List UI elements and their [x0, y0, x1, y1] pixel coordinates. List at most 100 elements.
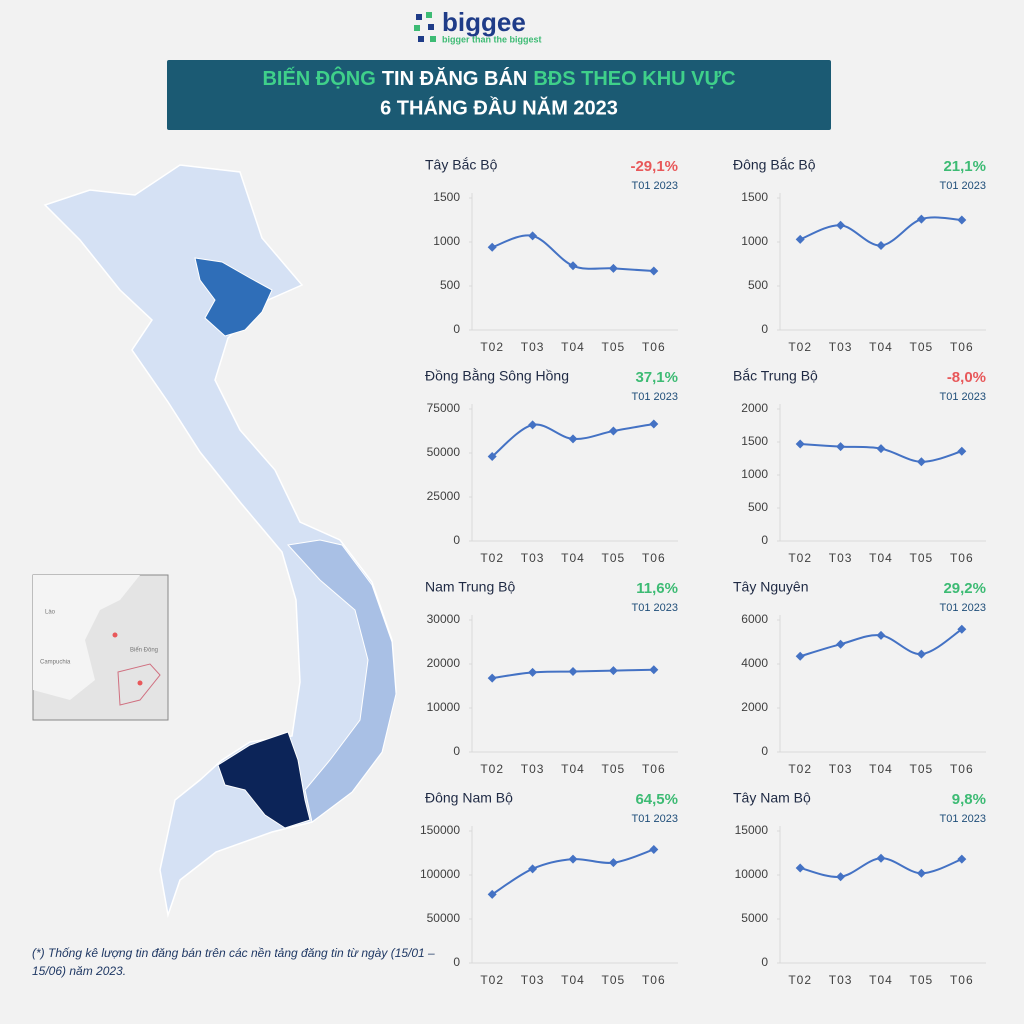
point-marker — [836, 442, 846, 452]
point-marker — [957, 446, 967, 456]
x-tick-label: T03 — [521, 551, 545, 565]
title-part: BIẾN ĐỘNG — [262, 66, 375, 90]
x-tick-label: T04 — [561, 551, 585, 565]
y-tick-label: 0 — [761, 533, 768, 547]
point-marker — [836, 872, 846, 882]
point-marker — [795, 651, 805, 661]
x-tick-label: T03 — [521, 762, 545, 776]
point-marker — [876, 444, 886, 454]
y-tick-label: 6000 — [741, 612, 768, 626]
x-tick-label: T04 — [561, 340, 585, 354]
point-marker — [876, 853, 886, 863]
logo-tagline: bigger than the biggest — [442, 34, 542, 44]
y-tick-label: 10000 — [735, 867, 769, 881]
chart-title: Nam Trung Bộ — [425, 579, 515, 595]
point-marker — [528, 864, 538, 874]
inset-map: Lào Campuchia Biển Đông — [32, 574, 169, 721]
x-tick-label: T04 — [869, 551, 893, 565]
period-label: T01 2023 — [940, 813, 986, 825]
y-tick-label: 100000 — [420, 867, 460, 881]
point-marker — [528, 231, 538, 241]
x-tick-label: T05 — [910, 973, 934, 987]
x-tick-label: T02 — [788, 973, 812, 987]
y-tick-label: 15000 — [735, 823, 769, 837]
point-marker — [568, 854, 578, 864]
x-tick-label: T02 — [788, 551, 812, 565]
point-marker — [568, 666, 578, 676]
y-tick-label: 25000 — [427, 489, 461, 503]
x-tick-label: T03 — [521, 973, 545, 987]
point-marker — [916, 457, 926, 467]
inset-label: Campuchia — [40, 660, 71, 666]
point-marker — [568, 261, 578, 271]
y-tick-label: 0 — [453, 322, 460, 336]
y-tick-label: 2000 — [741, 700, 768, 714]
y-tick-label: 1500 — [741, 190, 768, 204]
x-tick-label: T06 — [950, 762, 974, 776]
y-tick-label: 0 — [453, 533, 460, 547]
point-marker — [608, 858, 618, 868]
x-tick-label: T02 — [480, 762, 504, 776]
period-label: T01 2023 — [940, 180, 986, 192]
change-label: 21,1% — [943, 158, 986, 175]
x-tick-label: T04 — [869, 973, 893, 987]
change-label: 64,5% — [635, 791, 678, 808]
y-tick-label: 4000 — [741, 656, 768, 670]
period-label: T01 2023 — [632, 813, 678, 825]
change-label: 11,6% — [636, 580, 678, 597]
period-label: T01 2023 — [632, 391, 678, 403]
y-tick-label: 75000 — [427, 401, 461, 415]
x-tick-label: T03 — [829, 973, 853, 987]
x-tick-label: T05 — [602, 340, 626, 354]
point-marker — [795, 234, 805, 244]
change-label: -8,0% — [947, 369, 986, 386]
x-tick-label: T02 — [788, 762, 812, 776]
point-marker — [957, 624, 967, 634]
x-tick-label: T02 — [480, 340, 504, 354]
period-label: T01 2023 — [940, 391, 986, 403]
title-part: BĐS THEO KHU VỰC — [533, 68, 735, 90]
y-tick-label: 50000 — [427, 445, 461, 459]
change-label: 9,8% — [952, 791, 986, 808]
x-tick-label: T02 — [480, 551, 504, 565]
point-marker — [487, 889, 497, 899]
x-tick-label: T05 — [602, 551, 626, 565]
footnote: (*) Thống kê lượng tin đăng bán trên các… — [32, 946, 435, 978]
logo-icon — [414, 12, 436, 42]
period-label: T01 2023 — [632, 180, 678, 192]
y-tick-label: 150000 — [420, 823, 460, 837]
point-marker — [957, 215, 967, 225]
y-tick-label: 2000 — [741, 401, 768, 415]
map — [43, 164, 397, 918]
point-marker — [649, 665, 659, 675]
y-tick-label: 0 — [761, 322, 768, 336]
x-tick-label: T05 — [602, 973, 626, 987]
change-label: 29,2% — [943, 580, 986, 597]
point-marker — [876, 241, 886, 251]
chart-title: Bắc Trung Bộ — [733, 368, 818, 384]
point-marker — [528, 420, 538, 430]
point-marker — [608, 263, 618, 273]
x-tick-label: T02 — [788, 340, 812, 354]
change-label: 37,1% — [635, 369, 678, 386]
x-tick-label: T06 — [642, 551, 666, 565]
y-tick-label: 500 — [748, 278, 768, 292]
point-marker — [608, 426, 618, 436]
point-marker — [916, 214, 926, 224]
inset-label: Biển Đông — [130, 647, 158, 654]
chart-title: Tây Bắc Bộ — [425, 157, 498, 173]
logo-name: biggee — [442, 7, 526, 37]
x-tick-label: T06 — [950, 340, 974, 354]
y-tick-label: 1000 — [741, 467, 768, 481]
x-tick-label: T03 — [829, 551, 853, 565]
x-tick-label: T06 — [950, 973, 974, 987]
x-tick-label: T05 — [910, 762, 934, 776]
y-tick-label: 50000 — [427, 911, 461, 925]
point-marker — [916, 868, 926, 878]
title-part: TIN ĐĂNG BÁN — [382, 67, 528, 90]
point-marker — [957, 854, 967, 864]
x-tick-label: T05 — [910, 551, 934, 565]
point-marker — [836, 220, 846, 230]
